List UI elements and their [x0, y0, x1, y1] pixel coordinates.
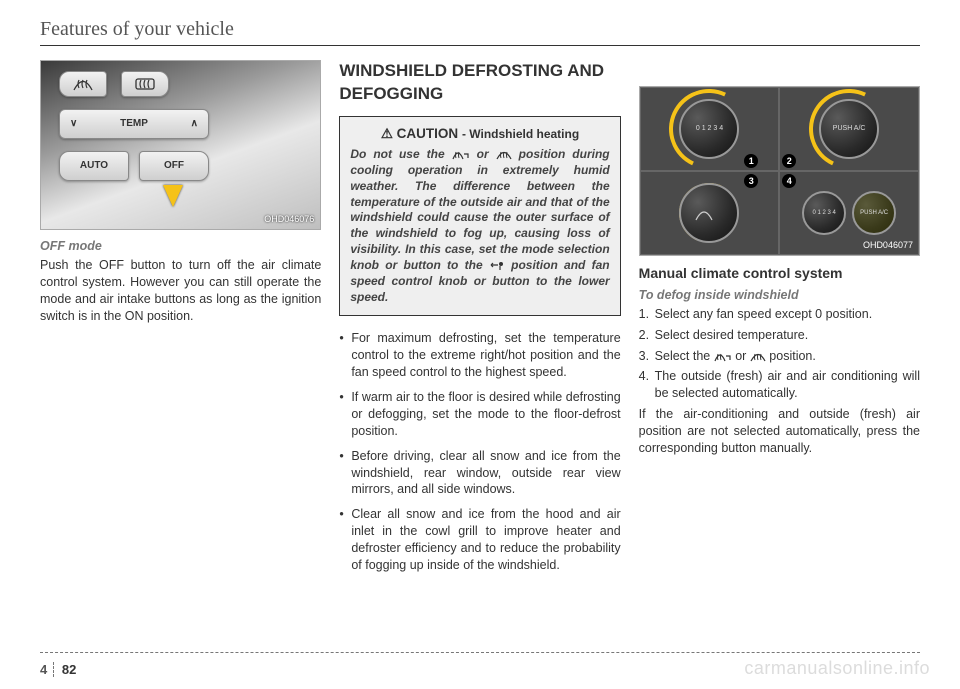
- step-text: Select desired temperature.: [655, 328, 809, 342]
- content-columns: ∨ TEMP ∧ AUTO OFF OHD046076 OFF mode Pus…: [40, 60, 920, 582]
- callout-badge-3: 3: [744, 174, 758, 188]
- step-text: position.: [769, 349, 816, 363]
- dial-label: PUSH A/C: [833, 124, 866, 133]
- bullet-item: If warm air to the floor is desired whil…: [339, 389, 620, 440]
- caution-label: ⚠ CAUTION: [381, 126, 458, 141]
- figure-code: OHD046076: [264, 213, 314, 225]
- temp-label: TEMP: [120, 117, 148, 131]
- dial-label: PUSH A/C: [860, 209, 888, 217]
- dial-cell-1: 0 1 2 3 4 1: [640, 87, 780, 171]
- caution-body: Do not use the or position during coolin…: [350, 147, 609, 305]
- dial-label: 0 1 2 3 4: [696, 124, 723, 133]
- dial-cell-2: PUSH A/C 2: [779, 87, 919, 171]
- step-text: Select any fan speed except 0 position.: [655, 307, 873, 321]
- step-item: 4.The outside (fresh) air and air condit…: [639, 368, 920, 402]
- section-title: WINDSHIELD DEFROSTING AND DEFOGGING: [339, 60, 620, 106]
- figure-off-mode: ∨ TEMP ∧ AUTO OFF OHD046076: [40, 60, 321, 230]
- column-1: ∨ TEMP ∧ AUTO OFF OHD046076 OFF mode Pus…: [40, 60, 321, 582]
- off-button: OFF: [139, 151, 209, 181]
- defog-subhead: To defog inside windshield: [639, 287, 920, 304]
- caution-box: ⚠ CAUTION - Windshield heating Do not us…: [339, 116, 620, 317]
- front-defrost-icon: [59, 71, 107, 97]
- caution-text-3: position during cooling operation in ext…: [350, 147, 609, 272]
- watermark: carmanualsonline.info: [744, 658, 930, 679]
- footer-rule: [40, 652, 920, 653]
- caution-title: ⚠ CAUTION - Windshield heating: [350, 125, 609, 143]
- bullet-item: Clear all snow and ice from the hood and…: [339, 506, 620, 574]
- off-label: OFF: [164, 159, 184, 173]
- bullet-item: Before driving, clear all snow and ice f…: [339, 448, 620, 499]
- fan-dial-small: 0 1 2 3 4: [802, 191, 846, 235]
- running-header: Features of your vehicle: [40, 18, 920, 41]
- step-item: 1.Select any fan speed except 0 position…: [639, 306, 920, 323]
- bullet-list: For maximum defrosting, set the temperat…: [339, 330, 620, 573]
- figure-code: OHD046077: [863, 239, 913, 251]
- ac-dial: PUSH A/C: [819, 99, 879, 159]
- defrost-icon: [496, 149, 512, 160]
- column-2: WINDSHIELD DEFROSTING AND DEFOGGING ⚠ CA…: [339, 60, 620, 582]
- column-3: 0 1 2 3 4 1 PUSH A/C 2 3 0 1 2 3 4: [639, 60, 920, 582]
- manual-page: Features of your vehicle ∨ TEMP ∧ AUTO: [0, 0, 960, 689]
- page-number: 4 82: [40, 662, 76, 677]
- step-item: 2.Select desired temperature.: [639, 327, 920, 344]
- steps-list: 1.Select any fan speed except 0 position…: [639, 306, 920, 402]
- caution-subtitle: - Windshield heating: [462, 127, 579, 141]
- caution-text-1: Do not use the: [350, 147, 451, 161]
- off-mode-subhead: OFF mode: [40, 238, 321, 255]
- tail-text: If the air-conditioning and outside (fre…: [639, 406, 920, 457]
- bullet-item: For maximum defrosting, set the temperat…: [339, 330, 620, 381]
- pointer-arrow-icon: [163, 185, 183, 207]
- step-item: 3. Select the or position.: [639, 348, 920, 365]
- auto-button: AUTO: [59, 151, 129, 181]
- page-number-value: 82: [62, 662, 76, 677]
- step-text: The outside (fresh) air and air conditio…: [655, 369, 920, 400]
- defrost-floor-icon: [452, 149, 470, 160]
- figure-dials: 0 1 2 3 4 1 PUSH A/C 2 3 0 1 2 3 4: [639, 86, 920, 256]
- off-mode-text: Push the OFF button to turn off the air …: [40, 257, 321, 325]
- callout-badge-4: 4: [782, 174, 796, 188]
- rear-defrost-icon: [121, 71, 169, 97]
- header-rule: [40, 45, 920, 46]
- defrost-icon: [750, 351, 766, 362]
- manual-cc-heading: Manual climate control system: [639, 264, 920, 283]
- dial-cell-3: 3: [640, 171, 780, 255]
- temp-button: ∨ TEMP ∧: [59, 109, 209, 139]
- callout-badge-1: 1: [744, 154, 758, 168]
- auto-label: AUTO: [80, 159, 108, 173]
- ac-dial-small: PUSH A/C: [852, 191, 896, 235]
- defrost-floor-icon: [714, 351, 732, 362]
- face-icon: [489, 260, 505, 271]
- caution-text-2: or: [477, 147, 496, 161]
- step-text: Select the: [655, 349, 714, 363]
- callout-badge-2: 2: [782, 154, 796, 168]
- dial-label: 0 1 2 3 4: [812, 209, 835, 217]
- step-text: or: [735, 349, 750, 363]
- chapter-number: 4: [40, 662, 54, 677]
